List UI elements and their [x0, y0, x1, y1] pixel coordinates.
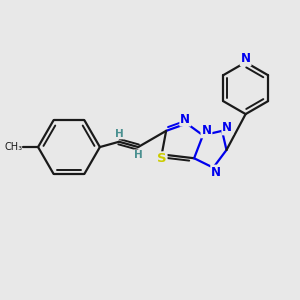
Text: H: H [134, 150, 143, 160]
Text: N: N [180, 112, 190, 126]
Text: N: N [211, 166, 221, 178]
Text: CH₃: CH₃ [4, 142, 23, 152]
Text: N: N [222, 122, 233, 134]
Text: N: N [241, 52, 250, 65]
Text: H: H [115, 129, 124, 139]
Text: N: N [202, 124, 212, 137]
Text: S: S [157, 152, 166, 165]
